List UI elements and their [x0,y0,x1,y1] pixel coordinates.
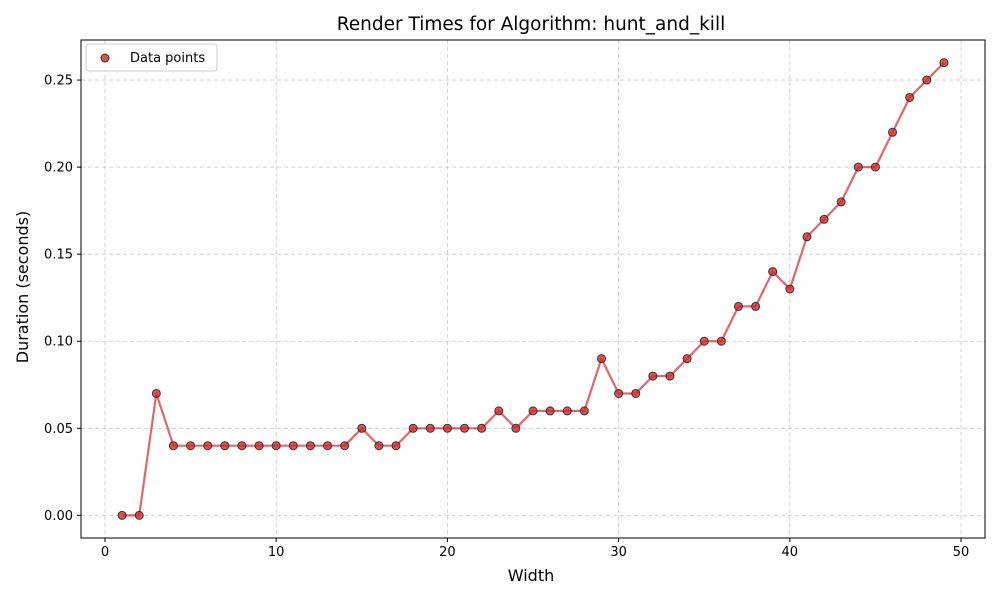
chart-title: Render Times for Algorithm: hunt_and_kil… [337,14,725,35]
x-tick-label: 10 [268,545,285,560]
data-point [545,406,555,416]
data-point [888,127,898,137]
legend-marker [100,53,110,63]
y-tick-label: 0.20 [44,161,73,176]
x-tick-label: 40 [782,545,799,560]
data-point [853,162,863,172]
data-point [477,423,487,433]
x-tick-label: 20 [439,545,456,560]
data-point [442,423,452,433]
data-point [614,388,624,398]
data-point [220,441,230,451]
data-point [134,510,144,520]
data-point [528,406,538,416]
x-tick-label: 0 [101,545,109,560]
legend: Data points [85,43,218,72]
data-point [562,406,572,416]
data-point [374,441,384,451]
data-point [682,354,692,364]
data-point [768,267,778,277]
data-point [340,441,350,451]
axis-ticks: 0 10 20 30 40 50 0.00 0.05 0.10 0.15 0.20 0.25 [44,74,969,560]
data-point [699,336,709,346]
plot-frame [80,39,986,539]
data-point [716,336,726,346]
data-point [751,301,761,311]
data-point [579,406,589,416]
y-tick-label: 0.25 [44,74,73,89]
data-point [305,441,315,451]
y-tick-label: 0.15 [44,248,73,263]
x-tick-label: 50 [953,545,970,560]
data-point [203,441,213,451]
data-point [905,92,915,102]
data-point [870,162,880,172]
data-point [596,354,606,364]
data-point [819,214,829,224]
legend-label: Data points [130,51,205,66]
data-point [494,406,504,416]
grid [81,40,985,538]
x-axis-label: Width [508,566,554,585]
data-point [802,232,812,242]
data-point [271,441,281,451]
y-tick-label: 0.10 [44,335,73,350]
y-tick-label: 0.05 [44,422,73,437]
data-point [323,441,333,451]
data-point [511,423,521,433]
data-point [117,510,127,520]
data-point [186,441,196,451]
legend-box [85,43,218,72]
data-point [391,441,401,451]
data-point [151,388,161,398]
x-tick-label: 30 [610,545,627,560]
data-point [785,284,795,294]
data-point [237,441,247,451]
data-points-layer [117,58,949,520]
y-axis-label: Duration (seconds) [13,211,32,363]
y-tick-label: 0.00 [44,509,73,524]
data-point [357,423,367,433]
data-point [733,301,743,311]
data-point [288,441,298,451]
data-point [939,58,949,68]
data-point [922,75,932,85]
data-point [254,441,264,451]
data-point [460,423,470,433]
data-point [665,371,675,381]
data-point [425,423,435,433]
data-point [631,388,641,398]
data-point [648,371,658,381]
data-point [168,441,178,451]
data-point [836,197,846,207]
data-point [408,423,418,433]
